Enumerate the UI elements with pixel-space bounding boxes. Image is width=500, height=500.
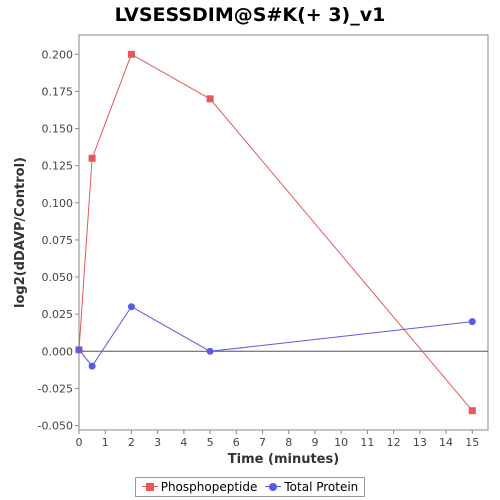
x-tick-label: 10 bbox=[334, 436, 348, 449]
y-tick-label: 0.175 bbox=[42, 85, 74, 98]
data-point-total-protein bbox=[206, 347, 214, 355]
legend-item-phosphopeptide: Phosphopeptide bbox=[141, 480, 258, 494]
data-point-phosphopeptide bbox=[206, 95, 214, 103]
legend: Phosphopeptide Total Protein bbox=[0, 477, 500, 497]
chart-title: LVSESSDIM@S#K(+ 3)_v1 bbox=[114, 4, 386, 26]
y-tick-label: -0.050 bbox=[38, 420, 73, 433]
y-tick-label: -0.025 bbox=[38, 382, 73, 395]
x-tick-label: 7 bbox=[259, 436, 266, 449]
data-point-total-protein bbox=[127, 303, 135, 311]
x-tick-label: 15 bbox=[465, 436, 479, 449]
x-tick-label: 12 bbox=[387, 436, 401, 449]
y-tick-label: 0.100 bbox=[42, 197, 74, 210]
data-point-total-protein bbox=[88, 362, 96, 370]
data-point-total-protein bbox=[75, 346, 83, 354]
x-tick-label: 6 bbox=[233, 436, 240, 449]
data-point-total-protein bbox=[468, 318, 476, 326]
x-axis-label: Time (minutes) bbox=[227, 452, 340, 467]
y-tick-label: 0.200 bbox=[42, 48, 74, 61]
x-tick-label: 14 bbox=[439, 436, 453, 449]
data-point-phosphopeptide bbox=[127, 50, 135, 58]
x-tick-label: 0 bbox=[76, 436, 83, 449]
x-tick-label: 13 bbox=[413, 436, 427, 449]
x-tick-label: 8 bbox=[285, 436, 292, 449]
data-point-phosphopeptide bbox=[88, 154, 96, 162]
x-tick-label: 5 bbox=[207, 436, 214, 449]
y-tick-label: 0.125 bbox=[42, 160, 74, 173]
legend-label-total-protein: Total Protein bbox=[284, 480, 359, 494]
y-tick-label: 0.075 bbox=[42, 234, 74, 247]
y-tick-label: 0.000 bbox=[42, 345, 74, 358]
y-tick-label: 0.050 bbox=[42, 271, 74, 284]
x-tick-label: 9 bbox=[311, 436, 318, 449]
x-tick-label: 3 bbox=[154, 436, 161, 449]
plot-frame bbox=[78, 34, 489, 431]
data-point-phosphopeptide bbox=[468, 407, 476, 415]
legend-item-total-protein: Total Protein bbox=[265, 480, 358, 494]
y-tick-label: 0.025 bbox=[42, 308, 74, 321]
y-tick-label: 0.150 bbox=[42, 123, 74, 136]
x-tick-label: 4 bbox=[180, 436, 187, 449]
legend-box: Phosphopeptide Total Protein bbox=[134, 477, 366, 497]
legend-swatch-total-protein bbox=[265, 482, 282, 492]
x-tick-label: 2 bbox=[128, 436, 135, 449]
legend-label-phosphopeptide: Phosphopeptide bbox=[160, 480, 258, 494]
x-tick-label: 1 bbox=[102, 436, 109, 449]
legend-swatch-phosphopeptide bbox=[141, 482, 158, 492]
x-tick-label: 11 bbox=[360, 436, 374, 449]
